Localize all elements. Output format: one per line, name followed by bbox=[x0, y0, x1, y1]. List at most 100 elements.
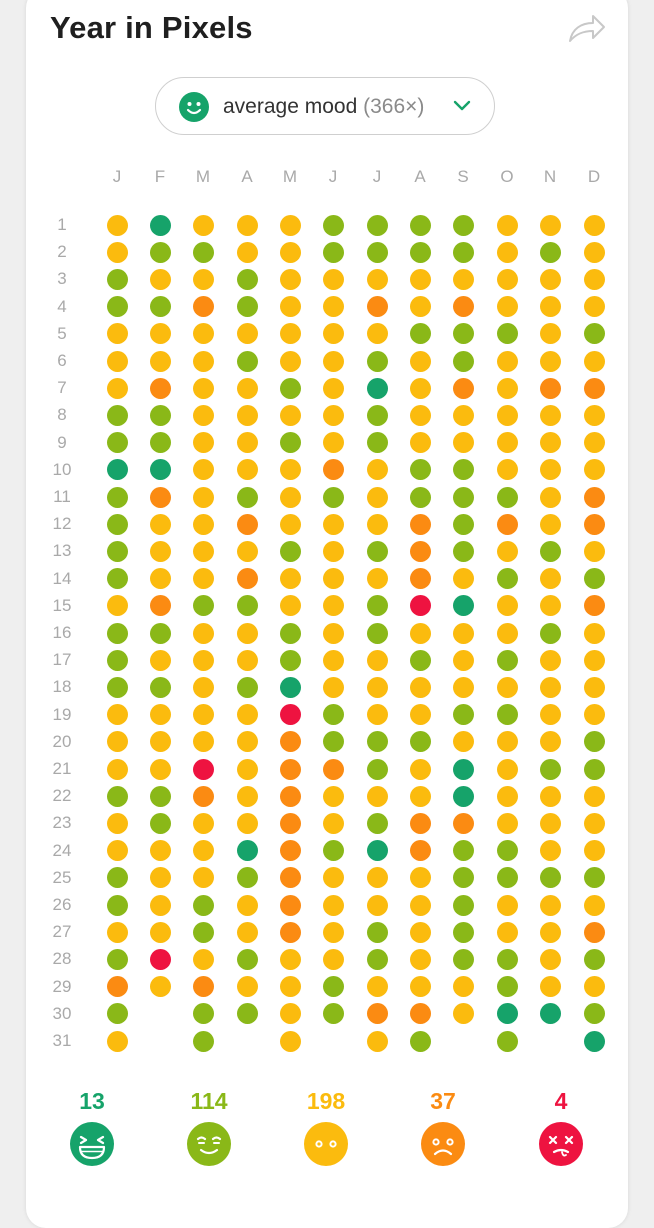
mood-pixel[interactable] bbox=[106, 758, 128, 780]
mood-pixel[interactable] bbox=[279, 758, 301, 780]
mood-pixel[interactable] bbox=[366, 921, 388, 943]
mood-pixel[interactable] bbox=[236, 948, 258, 970]
mood-pixel[interactable] bbox=[539, 840, 561, 862]
mood-pixel[interactable] bbox=[452, 785, 474, 807]
mood-pixel[interactable] bbox=[322, 513, 344, 535]
mood-pixel[interactable] bbox=[496, 894, 518, 916]
mood-pixel[interactable] bbox=[192, 214, 214, 236]
mood-pixel[interactable] bbox=[106, 921, 128, 943]
mood-pixel[interactable] bbox=[149, 948, 171, 970]
mood-pixel[interactable] bbox=[322, 704, 344, 726]
mood-pixel[interactable] bbox=[106, 1003, 128, 1025]
mood-pixel[interactable] bbox=[583, 486, 605, 508]
mood-pixel[interactable] bbox=[496, 595, 518, 617]
mood-pixel[interactable] bbox=[279, 1030, 301, 1052]
mood-pixel[interactable] bbox=[409, 350, 431, 372]
mood-pixel[interactable] bbox=[496, 296, 518, 318]
mood-pixel[interactable] bbox=[149, 241, 171, 263]
mood-pixel[interactable] bbox=[539, 568, 561, 590]
mood-pixel[interactable] bbox=[106, 404, 128, 426]
mood-pixel[interactable] bbox=[452, 1003, 474, 1025]
mood-pixel[interactable] bbox=[106, 812, 128, 834]
mood-pixel[interactable] bbox=[539, 976, 561, 998]
mood-pixel[interactable] bbox=[106, 948, 128, 970]
mood-pixel[interactable] bbox=[192, 432, 214, 454]
mood-pixel[interactable] bbox=[236, 540, 258, 562]
mood-pixel[interactable] bbox=[496, 1003, 518, 1025]
mood-filter-dropdown[interactable]: average mood (366×) bbox=[155, 77, 495, 135]
mood-pixel[interactable] bbox=[279, 486, 301, 508]
mood-pixel[interactable] bbox=[192, 486, 214, 508]
mood-pixel[interactable] bbox=[452, 948, 474, 970]
mood-pixel[interactable] bbox=[539, 459, 561, 481]
mood-pixel[interactable] bbox=[452, 840, 474, 862]
mood-pixel[interactable] bbox=[149, 867, 171, 889]
mood-pixel[interactable] bbox=[452, 296, 474, 318]
mood-pixel[interactable] bbox=[366, 840, 388, 862]
mood-pixel[interactable] bbox=[192, 241, 214, 263]
share-icon[interactable] bbox=[566, 12, 606, 44]
mood-pixel[interactable] bbox=[409, 568, 431, 590]
mood-pixel[interactable] bbox=[583, 840, 605, 862]
mood-pixel[interactable] bbox=[583, 622, 605, 644]
mood-pixel[interactable] bbox=[452, 323, 474, 345]
mood-pixel[interactable] bbox=[192, 976, 214, 998]
mood-pixel[interactable] bbox=[192, 731, 214, 753]
mood-pixel[interactable] bbox=[583, 595, 605, 617]
mood-pixel[interactable] bbox=[366, 948, 388, 970]
mood-pixel[interactable] bbox=[409, 540, 431, 562]
mood-pixel[interactable] bbox=[496, 377, 518, 399]
mood-pixel[interactable] bbox=[583, 296, 605, 318]
mood-pixel[interactable] bbox=[192, 1030, 214, 1052]
mood-pixel[interactable] bbox=[539, 649, 561, 671]
mood-pixel[interactable] bbox=[452, 432, 474, 454]
mood-pixel[interactable] bbox=[149, 758, 171, 780]
mood-pixel[interactable] bbox=[279, 513, 301, 535]
mood-pixel[interactable] bbox=[192, 513, 214, 535]
mood-pixel[interactable] bbox=[496, 867, 518, 889]
mood-pixel[interactable] bbox=[279, 404, 301, 426]
mood-pixel[interactable] bbox=[279, 894, 301, 916]
mood-pixel[interactable] bbox=[322, 459, 344, 481]
mood-pixel[interactable] bbox=[496, 840, 518, 862]
mood-pixel[interactable] bbox=[539, 867, 561, 889]
mood-pixel[interactable] bbox=[366, 241, 388, 263]
mood-pixel[interactable] bbox=[106, 785, 128, 807]
mood-pixel[interactable] bbox=[539, 377, 561, 399]
mood-pixel[interactable] bbox=[409, 323, 431, 345]
mood-pixel[interactable] bbox=[279, 731, 301, 753]
mood-pixel[interactable] bbox=[409, 268, 431, 290]
mood-pixel[interactable] bbox=[539, 704, 561, 726]
mood-pixel[interactable] bbox=[452, 241, 474, 263]
mood-pixel[interactable] bbox=[279, 948, 301, 970]
mood-pixel[interactable] bbox=[149, 785, 171, 807]
mood-pixel[interactable] bbox=[496, 704, 518, 726]
mood-pixel[interactable] bbox=[192, 758, 214, 780]
mood-pixel[interactable] bbox=[409, 785, 431, 807]
mood-pixel[interactable] bbox=[496, 404, 518, 426]
mood-pixel[interactable] bbox=[279, 459, 301, 481]
mood-pixel[interactable] bbox=[322, 894, 344, 916]
mood-pixel[interactable] bbox=[452, 459, 474, 481]
mood-pixel[interactable] bbox=[279, 921, 301, 943]
mood-pixel[interactable] bbox=[236, 486, 258, 508]
mood-pixel[interactable] bbox=[279, 241, 301, 263]
mood-pixel[interactable] bbox=[496, 513, 518, 535]
mood-pixel[interactable] bbox=[149, 540, 171, 562]
mood-pixel[interactable] bbox=[583, 540, 605, 562]
mood-pixel[interactable] bbox=[452, 214, 474, 236]
mood-pixel[interactable] bbox=[192, 404, 214, 426]
mood-pixel[interactable] bbox=[583, 867, 605, 889]
awful-face-icon[interactable] bbox=[539, 1122, 583, 1166]
mood-pixel[interactable] bbox=[409, 214, 431, 236]
mood-pixel[interactable] bbox=[236, 595, 258, 617]
mood-pixel[interactable] bbox=[496, 459, 518, 481]
mood-pixel[interactable] bbox=[192, 676, 214, 698]
mood-pixel[interactable] bbox=[496, 676, 518, 698]
mood-pixel[interactable] bbox=[539, 812, 561, 834]
mood-pixel[interactable] bbox=[106, 676, 128, 698]
mood-pixel[interactable] bbox=[583, 704, 605, 726]
mood-pixel[interactable] bbox=[539, 948, 561, 970]
mood-pixel[interactable] bbox=[452, 704, 474, 726]
mood-pixel[interactable] bbox=[452, 513, 474, 535]
